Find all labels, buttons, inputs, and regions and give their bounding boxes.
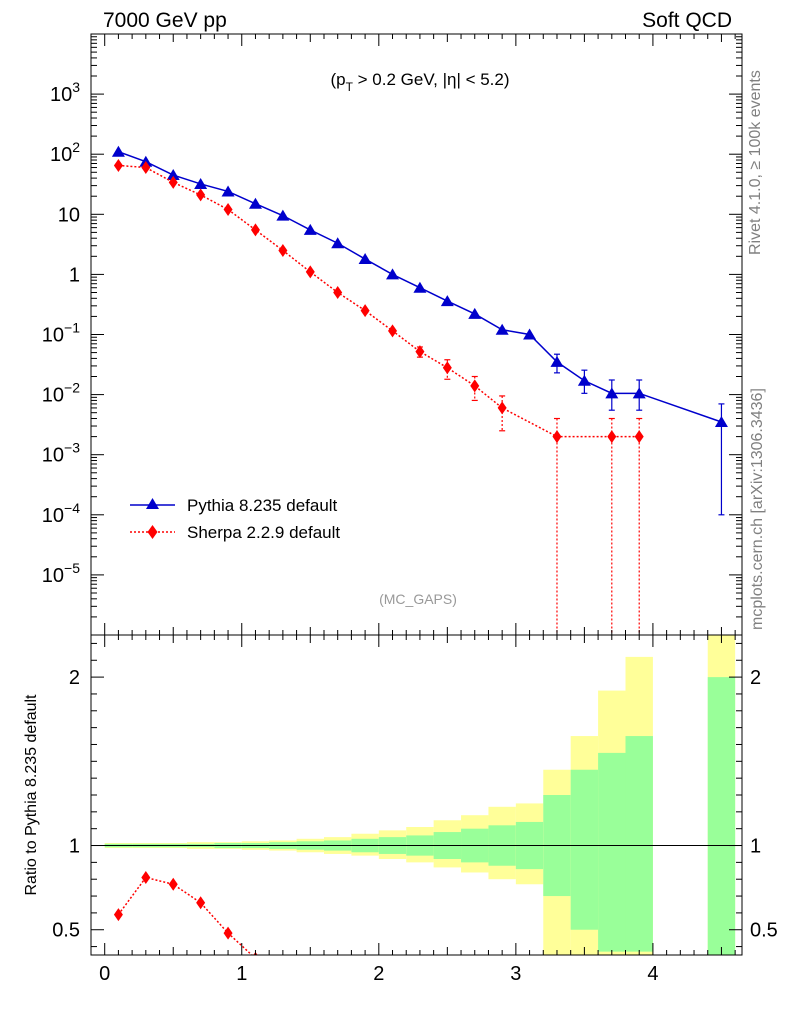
data-point-triangle: [248, 197, 262, 209]
y-tick-label: 10−2: [42, 380, 80, 407]
cut-label-sub: T: [346, 80, 354, 94]
data-point-diamond: [552, 430, 562, 444]
header-right-label: Soft QCD: [642, 9, 732, 32]
y-tick-label: 103: [50, 79, 80, 106]
ratio-y-tick-label: 1: [69, 836, 80, 858]
ratio-ylabel: Ratio to Pythia 8.235 default: [23, 694, 40, 896]
main-panel-marks: [111, 145, 728, 635]
data-point-triangle: [413, 281, 427, 293]
legend-sherpa-marker: [147, 525, 158, 539]
data-point-triangle: [276, 209, 290, 221]
axis-ticks: [91, 34, 742, 955]
data-point-triangle: [166, 169, 180, 181]
data-point-triangle: [714, 416, 728, 428]
axis-tick-labels: 0 1 2 3 4 10−5 10−4 10−3 10−2 10−1 1 10 102 103 0.5 0.5…: [42, 79, 778, 985]
band-green-bin: [570, 769, 599, 930]
ratio-y-tick-label: 2: [69, 667, 80, 689]
legend: Pythia 8.235 default Sherpa 2.2.9 defaul…: [130, 496, 340, 542]
data-point-triangle: [605, 387, 619, 399]
ratio-uncertainty-bands: [91, 635, 742, 955]
data-point-diamond: [168, 877, 178, 891]
cut-label: (pT > 0.2 GeV, |η| < 5.2): [330, 70, 509, 94]
y-tick-label: 10: [58, 204, 80, 226]
data-point-triangle: [386, 268, 400, 280]
x-tick-label: 2: [373, 963, 384, 985]
data-point-diamond: [415, 345, 425, 359]
mcplots-label: mcplots.cern.ch [arXiv:1306.3436]: [749, 388, 766, 630]
data-point-triangle: [632, 387, 646, 399]
x-tick-label: 0: [99, 963, 110, 985]
ratio-y-tick-label-right: 2: [750, 667, 761, 689]
y-tick-label: 10−1: [42, 320, 80, 347]
data-point-diamond: [278, 243, 288, 257]
header-left-label: 7000 GeV pp: [103, 9, 227, 32]
data-point-triangle: [194, 177, 208, 189]
cut-label-rest: > 0.2 GeV, |η| < 5.2): [353, 70, 510, 89]
legend-pythia-label: Pythia 8.235 default: [187, 496, 338, 515]
ratio-y-tick-label-right: 0.5: [750, 920, 778, 942]
data-point-diamond: [223, 203, 233, 217]
y-tick-label: 1: [69, 264, 80, 286]
ratio-y-tick-label-right: 1: [750, 836, 761, 858]
data-point-triangle: [577, 374, 591, 386]
band-green-bin: [625, 736, 653, 952]
data-point-diamond: [360, 304, 370, 318]
data-point-triangle: [221, 185, 235, 197]
data-point-diamond: [333, 285, 343, 299]
data-point-triangle: [468, 307, 482, 319]
y-tick-label: 10−3: [42, 440, 80, 467]
legend-pythia-marker: [146, 498, 159, 509]
ratio-series-line: [117, 876, 253, 955]
data-point-diamond: [607, 430, 617, 444]
data-point-diamond: [141, 161, 151, 175]
cut-label-prefix: (p: [330, 70, 345, 89]
data-point-triangle: [495, 323, 509, 335]
data-point-triangle: [523, 328, 537, 340]
x-tick-label: 1: [236, 963, 247, 985]
data-point-triangle: [331, 237, 345, 249]
main-frame: [90, 33, 743, 636]
data-point-diamond: [223, 926, 233, 940]
data-point-diamond: [305, 265, 315, 279]
y-tick-label: 102: [50, 139, 80, 166]
data-point-diamond: [113, 908, 123, 922]
data-point-diamond: [168, 175, 178, 189]
data-point-triangle: [303, 223, 317, 235]
ratio-panel-marks: [113, 871, 258, 955]
data-point-diamond: [141, 871, 151, 885]
data-point-diamond: [634, 430, 644, 444]
series-line: [118, 164, 640, 438]
data-point-triangle: [550, 355, 564, 367]
data-point-diamond: [250, 223, 260, 237]
data-point-triangle: [440, 295, 454, 307]
band-green-bin: [707, 677, 736, 955]
analysis-tag: (MC_GAPS): [379, 591, 457, 607]
data-point-diamond: [497, 401, 507, 415]
x-tick-label: 3: [510, 963, 521, 985]
data-point-diamond: [196, 896, 206, 910]
ratio-y-tick-label: 0.5: [52, 920, 80, 942]
data-point-diamond: [388, 324, 398, 338]
band-green-bin: [598, 752, 626, 952]
data-point-triangle: [358, 253, 372, 265]
x-tick-label: 4: [647, 963, 658, 985]
data-point-diamond: [470, 379, 480, 393]
data-point-diamond: [113, 158, 123, 172]
legend-sherpa-label: Sherpa 2.2.9 default: [187, 523, 340, 542]
data-point-diamond: [442, 361, 452, 375]
rivet-version-label: Rivet 4.1.0, ≥ 100k events: [747, 70, 764, 255]
y-tick-label: 10−4: [42, 500, 80, 527]
data-point-diamond: [196, 188, 206, 202]
data-point-triangle: [111, 145, 125, 157]
y-tick-label: 10−5: [42, 560, 80, 587]
